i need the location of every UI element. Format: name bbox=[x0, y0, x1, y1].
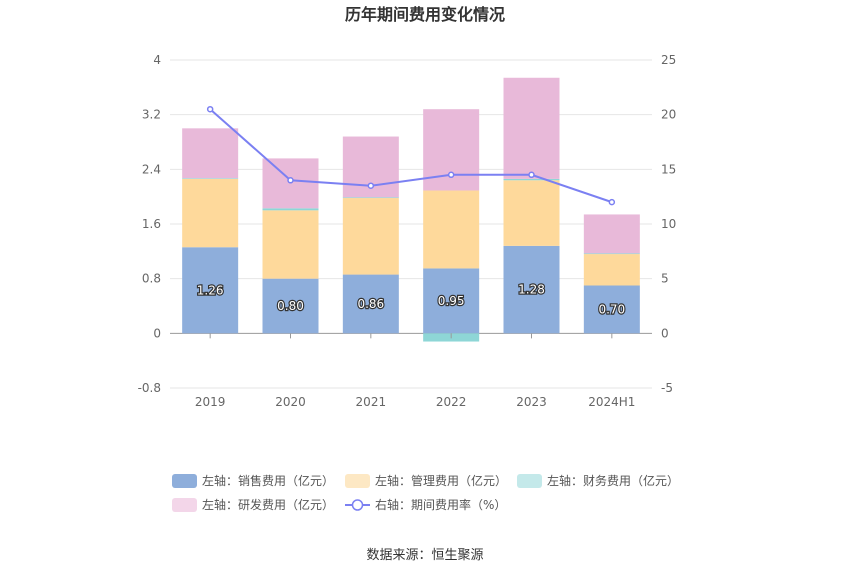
x-tick-label: 2021 bbox=[356, 395, 387, 409]
bar-segment bbox=[583, 285, 640, 334]
data-label: 0.86 bbox=[357, 297, 384, 311]
bar-segment bbox=[583, 214, 640, 254]
rate-point bbox=[608, 198, 616, 206]
data-label: 1.28 bbox=[518, 283, 545, 297]
legend-swatch bbox=[345, 474, 370, 488]
bar-segment bbox=[583, 253, 640, 255]
bar-segment bbox=[182, 128, 239, 179]
legend-swatch bbox=[517, 474, 542, 488]
x-tick-label: 2019 bbox=[195, 395, 226, 409]
x-axis: 2019 2020 2021 2022 2023 2024H1 bbox=[195, 395, 636, 409]
right-tick-label: 0 bbox=[661, 326, 669, 340]
bar-segment bbox=[583, 254, 640, 286]
rate-point bbox=[447, 171, 455, 179]
x-tick-label: 2022 bbox=[436, 395, 467, 409]
legend-swatch bbox=[172, 498, 197, 512]
legend-label: 左轴：销售费用（亿元） bbox=[202, 473, 334, 488]
bar-segment bbox=[182, 178, 239, 248]
chart-title: 历年期间费用变化情况 bbox=[345, 5, 505, 24]
rate-line bbox=[206, 105, 616, 206]
left-tick-label: 1.6 bbox=[142, 217, 161, 231]
rate-point bbox=[287, 177, 294, 184]
right-tick-label: 10 bbox=[661, 217, 676, 231]
grid bbox=[170, 59, 652, 389]
bar-segment bbox=[423, 190, 480, 269]
bars bbox=[182, 77, 640, 342]
left-tick-label: 4 bbox=[153, 53, 161, 67]
data-label: 1.26 bbox=[197, 283, 224, 297]
left-tick-label: 2.4 bbox=[142, 162, 161, 176]
bar-segment bbox=[503, 245, 560, 334]
source-note: 数据来源：恒生聚源 bbox=[366, 548, 483, 563]
data-label: 0.80 bbox=[277, 299, 304, 313]
legend-line-marker bbox=[351, 499, 364, 511]
legend-label: 左轴：管理费用（亿元） bbox=[375, 473, 507, 488]
data-label: 0.95 bbox=[438, 294, 465, 308]
bar-segment bbox=[182, 178, 239, 179]
bar-segment bbox=[182, 247, 239, 334]
bar-segment bbox=[503, 178, 560, 181]
left-tick-label: 0 bbox=[153, 326, 161, 340]
rate-point bbox=[206, 105, 214, 113]
x-tick-label: 2020 bbox=[275, 395, 306, 409]
rate-point bbox=[528, 171, 535, 179]
legend: 左轴：销售费用（亿元） 左轴：管理费用（亿元） 左轴：财务费用（亿元） 左轴：研发费用… bbox=[172, 473, 679, 512]
rate-line-path bbox=[209, 108, 613, 204]
legend-swatch bbox=[172, 474, 197, 488]
bar-segment bbox=[423, 268, 480, 334]
right-tick-label: 5 bbox=[661, 272, 669, 286]
right-tick-label: 25 bbox=[661, 53, 676, 67]
left-tick-label: 3.2 bbox=[142, 108, 161, 122]
data-label: 0.70 bbox=[598, 302, 625, 316]
left-tick-label: -0.8 bbox=[138, 381, 161, 395]
left-tick-label: 0.8 bbox=[142, 272, 161, 286]
bar-segment bbox=[342, 274, 399, 334]
bar-segment bbox=[342, 198, 399, 275]
legend-label: 右轴：期间费用率（%） bbox=[375, 497, 506, 512]
bar-segment bbox=[262, 210, 319, 279]
x-tick-label: 2024H1 bbox=[588, 395, 635, 409]
bar-segment bbox=[503, 180, 560, 246]
right-axis: 25 20 15 10 5 0 -5 bbox=[661, 53, 676, 395]
left-axis: 4 3.2 2.4 1.6 0.8 0 -0.8 bbox=[138, 53, 161, 395]
bar-segment bbox=[503, 77, 560, 179]
legend-label: 左轴：财务费用（亿元） bbox=[547, 473, 679, 488]
legend-label: 左轴：研发费用（亿元） bbox=[202, 497, 334, 512]
right-tick-label: 20 bbox=[661, 108, 676, 122]
x-tick-label: 2023 bbox=[516, 395, 547, 409]
right-tick-label: 15 bbox=[661, 162, 676, 176]
bar-segment bbox=[342, 197, 399, 199]
rate-point bbox=[367, 182, 375, 189]
bar-segment bbox=[262, 208, 319, 211]
right-tick-label: -5 bbox=[661, 381, 673, 395]
bar-segment bbox=[262, 278, 319, 334]
bar-labels: 1.26 0.80 0.86 0.95 1.28 0.70 bbox=[196, 281, 627, 317]
